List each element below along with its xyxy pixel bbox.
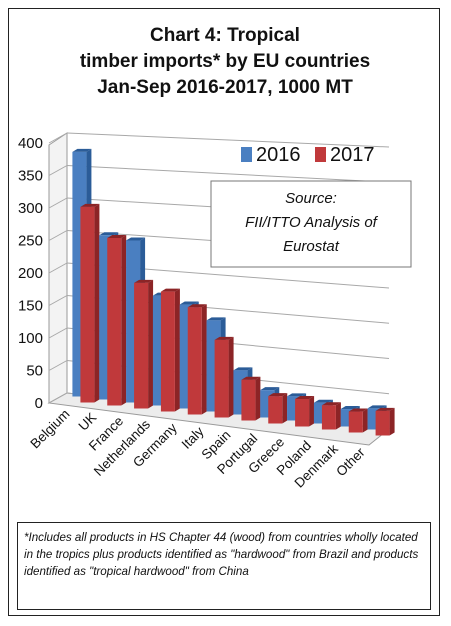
bar-2017-side [389,407,395,436]
gridline-side [48,392,68,404]
bar-2017 [107,237,122,406]
x-tick-label: UK [75,410,99,434]
bar-2017-top [321,402,341,406]
footnote-text: *Includes all products in HS Chapter 44 … [24,531,419,578]
bar-2017-top [348,408,368,412]
bar-2017-side [309,395,315,427]
gridline-side [48,230,68,241]
y-tick-label: 50 [26,363,43,380]
bar-2016-top [72,148,92,152]
gridline-side [48,165,68,176]
legend-swatch-2016 [241,147,252,162]
title-line-3: Jan-Sep 2016-2017, 1000 MT [97,77,353,98]
bar-2017 [134,282,149,409]
bar-2017-side [228,336,234,418]
y-tick-label: 200 [18,265,43,282]
bar-2016-top [179,301,199,305]
bar-2017 [241,379,256,421]
bar-2017 [348,411,363,433]
bar-2017-top [107,234,127,238]
y-tick-label: 400 [18,135,43,152]
bar-2017 [321,405,336,430]
legend-label-2017: 2017 [330,144,375,166]
chart-frame: Chart 4: Tropical timber imports* by EU … [8,8,440,616]
gridline-side [48,295,68,306]
bar-2017-side [148,279,154,409]
bar-2017-side [282,393,288,424]
bar-2016-top [287,393,307,397]
source-box [210,180,412,268]
bar-2017 [295,398,310,427]
bar-2017-side [362,408,368,433]
bar-2017-top [295,395,315,399]
bar-2017 [187,307,202,415]
bar-2017-top [241,376,261,380]
y-tick-label: 300 [18,200,43,217]
bar-2016-top [233,367,253,371]
bar-2017-side [255,376,261,421]
x-tick-label: Belgium [27,406,72,451]
bar-2016-top [313,399,333,403]
title-line-2: timber imports* by EU countries [79,51,371,72]
bar-2016-top [367,405,387,409]
legend-label-2016: 2016 [256,144,301,166]
bar-2016-top [99,232,119,236]
bar-2017 [160,291,175,412]
title-line-1: Chart 4: Tropical [150,25,300,46]
bar-2017 [268,396,283,424]
bar-2017-side [201,304,207,415]
bar-2017-top [80,203,100,207]
source-line: Eurostat [283,238,340,255]
bar-2016-top [126,237,146,241]
bar-2017-top [268,393,288,397]
bar-2017-top [187,304,207,308]
y-tick-label: 350 [18,168,43,185]
source-line: FII/ITTO Analysis of [245,214,379,231]
footnote-box: *Includes all products in HS Chapter 44 … [17,522,431,610]
bar-2017-side [94,203,100,403]
y-tick-label: 250 [18,233,43,250]
y-tick-label: 150 [18,298,43,315]
bar-2017-top [375,407,395,411]
gridline-side [48,327,68,339]
bar-2017-top [134,279,154,283]
bar-2016-top [260,387,280,391]
gridline-side [48,262,68,274]
bar-2017-top [160,288,180,292]
gridline [66,132,390,148]
bar-2017-side [121,234,127,406]
gridline [66,165,390,183]
bar-2016-top [340,406,360,410]
bar-2016-top [206,317,226,321]
bar-2017 [80,206,95,403]
legend-swatch-2017 [315,147,326,162]
bar-2017 [375,410,390,436]
gridline-side [48,360,68,371]
bar-2017 [214,339,229,418]
gridline-side [48,132,68,144]
gridline-side [48,197,68,209]
bar-2017-top [214,336,234,340]
chart-title: Chart 4: Tropical timber imports* by EU … [9,23,441,101]
y-tick-label: 0 [35,395,43,412]
bar-2017-side [174,288,180,412]
y-tick-label: 100 [18,330,43,347]
bar-2017-side [335,402,341,430]
source-line: Source: [285,190,337,207]
